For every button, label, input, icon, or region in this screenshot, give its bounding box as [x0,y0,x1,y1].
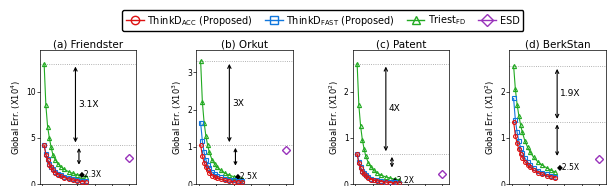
Title: (a) Friendster: (a) Friendster [53,39,123,49]
Text: 1.9X: 1.9X [560,89,580,98]
Text: 3X: 3X [232,99,244,108]
Y-axis label: Global Err. (X10$^{4}$): Global Err. (X10$^{4}$) [10,79,23,155]
Text: 3.1X: 3.1X [78,100,99,109]
Text: ◆2.2X: ◆2.2X [392,175,415,184]
Text: ◆2.5X: ◆2.5X [557,162,580,171]
Y-axis label: Global Err. (X10$^{2}$): Global Err. (X10$^{2}$) [484,79,498,155]
Title: (c) Patent: (c) Patent [376,39,427,49]
Text: ◆2.3X: ◆2.3X [79,169,102,178]
Text: ◆2.5X: ◆2.5X [236,171,258,180]
Y-axis label: Global Err. (X10$^{2}$): Global Err. (X10$^{2}$) [327,79,341,155]
Title: (d) BerkStan: (d) BerkStan [524,39,591,49]
Title: (b) Orkut: (b) Orkut [221,39,268,49]
Y-axis label: Global Err. (X10$^{3}$): Global Err. (X10$^{3}$) [171,79,184,155]
Legend: ThinkD$_\mathregular{ACC}$ (Proposed), ThinkD$_\mathregular{FAST}$ (Proposed), T: ThinkD$_\mathregular{ACC}$ (Proposed), T… [122,10,523,31]
Text: 4X: 4X [389,104,400,113]
